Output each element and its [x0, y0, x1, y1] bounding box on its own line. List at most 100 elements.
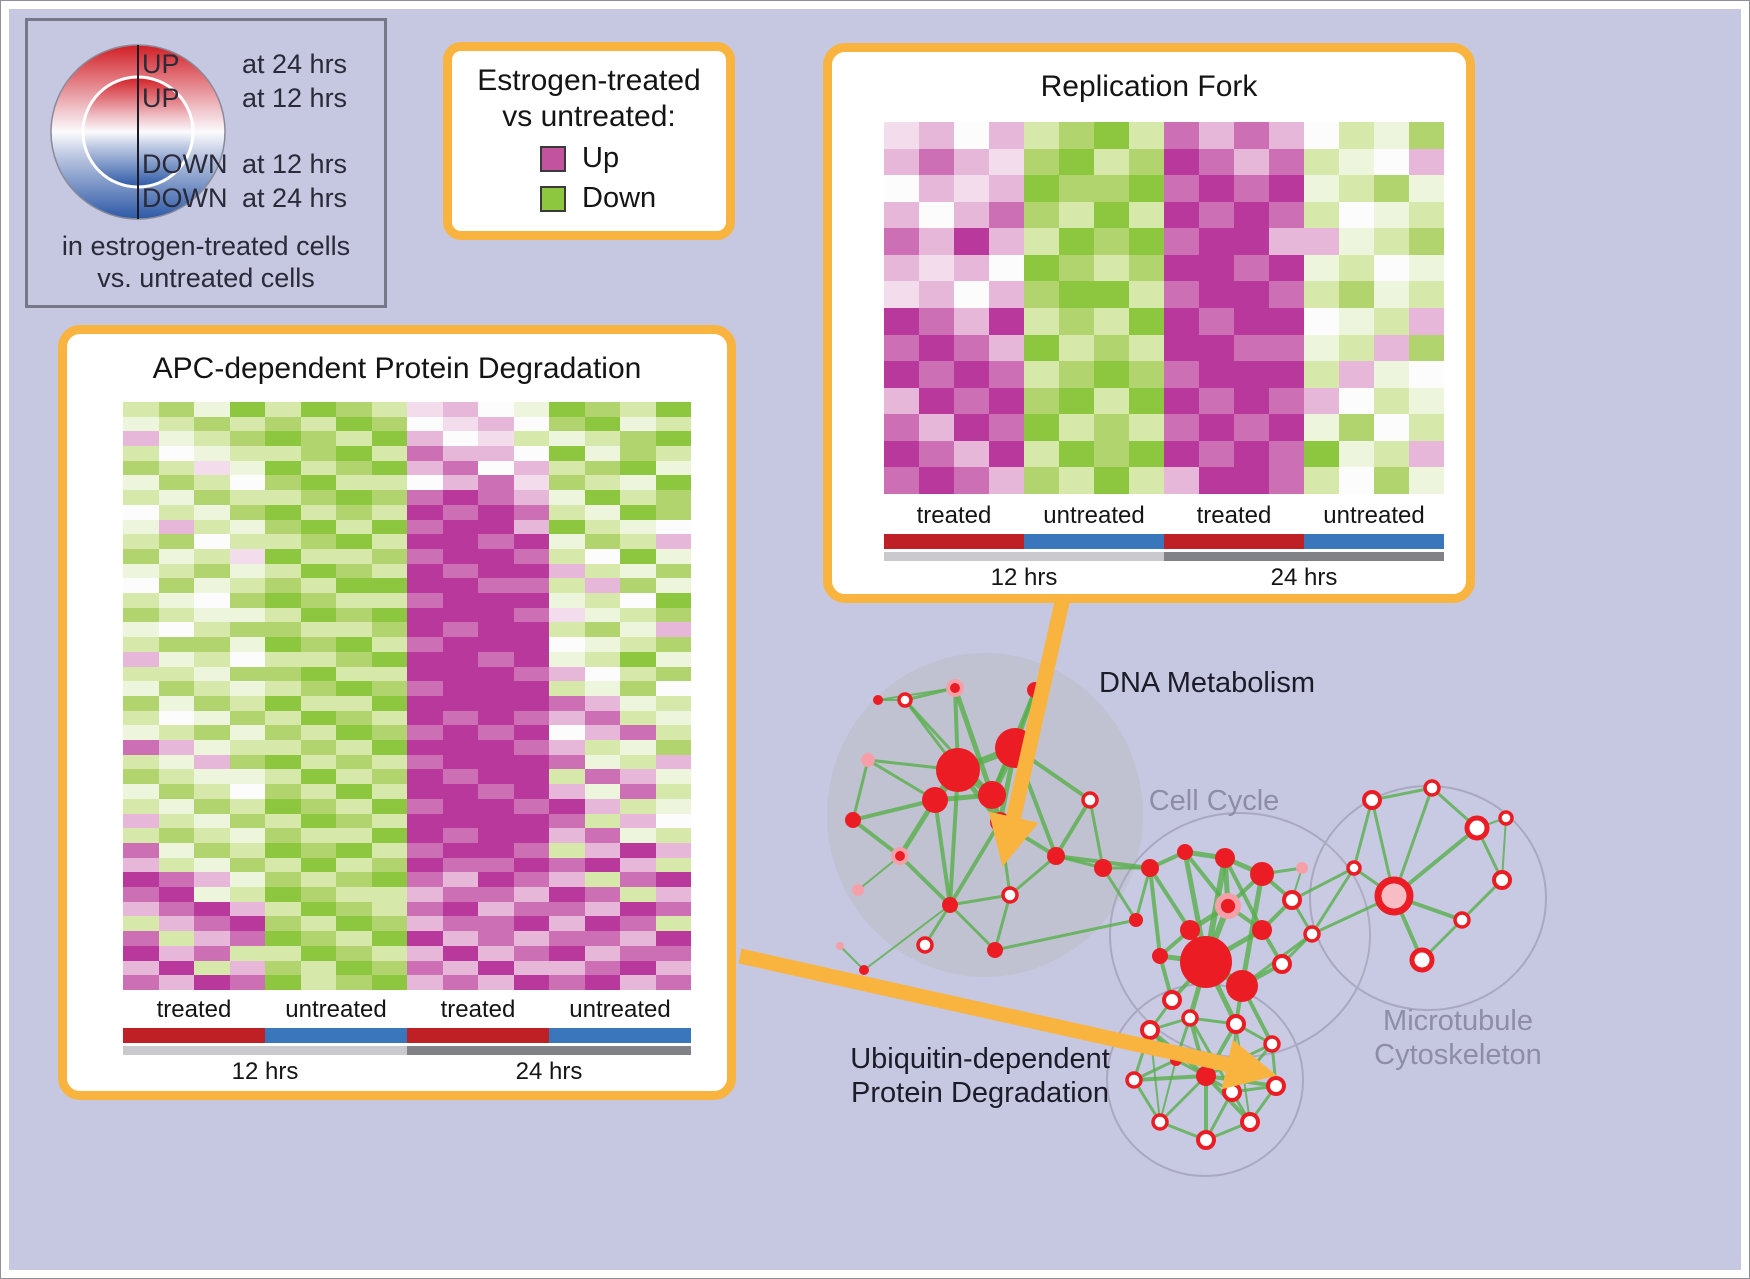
heatmap-cell — [123, 842, 159, 858]
heatmap-cell — [549, 416, 585, 432]
heatmap-cell — [229, 842, 265, 858]
heatmap-cell — [1059, 122, 1094, 149]
heatmap-cell — [229, 578, 265, 594]
heatmap-cell — [655, 975, 691, 990]
heatmap-cell — [655, 887, 691, 902]
heatmap-cell — [407, 622, 443, 638]
heatmap-cell — [954, 440, 989, 468]
heatmap-cell — [1059, 334, 1094, 362]
heatmap-cell — [371, 857, 407, 873]
heatmap-cell — [478, 475, 514, 491]
heatmap-cell — [884, 361, 919, 388]
heatmap-cell — [513, 754, 549, 770]
heatmap-cell — [123, 475, 159, 491]
heatmap-cell — [1024, 440, 1059, 468]
heatmap-cell — [620, 607, 656, 623]
network-edge — [933, 798, 952, 907]
heatmap-cell — [584, 960, 620, 976]
heatmap-cell — [407, 769, 443, 785]
heatmap-cell — [620, 431, 656, 447]
gene-node — [1162, 990, 1182, 1010]
color-key-title-line1: Estrogen-treated — [477, 64, 701, 97]
heatmap-cell — [584, 857, 620, 873]
bar-12hrs — [123, 1046, 407, 1055]
heatmap-cell — [442, 945, 478, 961]
heatmap-cell — [620, 681, 656, 696]
replication-fork-heatmap — [884, 122, 1444, 494]
heatmap-cell — [1164, 148, 1199, 176]
connector-arrow — [988, 596, 1071, 867]
heatmap-cell — [584, 504, 620, 520]
heatmap-cell — [655, 519, 691, 535]
heatmap-cell — [513, 504, 549, 520]
heatmap-cell — [371, 798, 407, 814]
heatmap-cell — [884, 122, 919, 149]
heatmap-cell — [1339, 201, 1374, 229]
heatmap-cell — [336, 769, 372, 785]
heatmap-cell — [442, 431, 478, 447]
heatmap-cell — [584, 710, 620, 726]
gene-node — [1303, 925, 1321, 943]
heatmap-cell — [478, 945, 514, 961]
heatmap-cell — [584, 798, 620, 814]
heatmap-cell — [1024, 307, 1059, 335]
heatmap-cell — [1234, 361, 1269, 388]
heatmap-cell — [265, 901, 301, 917]
heatmap-cell — [442, 416, 478, 432]
heatmap-cell — [655, 593, 691, 608]
heatmap-cell — [123, 666, 159, 682]
heatmap-cell — [584, 607, 620, 623]
heatmap-cell — [336, 798, 372, 814]
gene-node — [1226, 970, 1258, 1002]
heatmap-cell — [123, 402, 159, 417]
heatmap-cell — [478, 563, 514, 579]
heatmap-cell — [442, 975, 478, 990]
heatmap-cell — [1059, 201, 1094, 229]
heatmap-cell — [229, 504, 265, 520]
heatmap-cell — [442, 872, 478, 888]
heatmap-cell — [407, 534, 443, 549]
heatmap-cell — [229, 828, 265, 843]
heatmap-cell — [620, 695, 656, 711]
heatmap-cell — [1199, 228, 1234, 255]
heatmap-cell — [1234, 228, 1269, 255]
heatmap-cell — [300, 402, 336, 417]
heatmap-cell — [919, 281, 954, 308]
heatmap-cell — [620, 578, 656, 594]
heatmap-cell — [884, 467, 919, 494]
heatmap-cell — [1059, 175, 1094, 202]
heatmap-cell — [194, 887, 230, 902]
heatmap-cell — [513, 975, 549, 990]
heatmap-cell — [478, 798, 514, 814]
heatmap-cell — [442, 887, 478, 902]
heatmap-cell — [620, 813, 656, 829]
up-key-row: Up — [540, 142, 726, 175]
heatmap-cell — [407, 578, 443, 594]
heatmap-cell — [1234, 467, 1269, 494]
heatmap-cell — [513, 710, 549, 726]
heatmap-cell — [123, 637, 159, 652]
heatmap-cell — [194, 813, 230, 829]
network-edge — [851, 818, 902, 858]
heatmap-cell — [336, 916, 372, 932]
heatmap-cell — [1164, 414, 1199, 441]
heatmap-cell — [478, 651, 514, 667]
heatmap-cell — [620, 593, 656, 608]
heatmap-cell — [1409, 467, 1444, 494]
heatmap-cell — [194, 695, 230, 711]
heatmap-cell — [229, 622, 265, 638]
gene-node — [936, 748, 980, 792]
heatmap-cell — [1164, 122, 1199, 149]
heatmap-cell — [336, 431, 372, 447]
treated-bar — [1164, 534, 1304, 549]
heatmap-cell — [1164, 334, 1199, 362]
heatmap-cell — [954, 361, 989, 388]
heatmap-cell — [513, 740, 549, 755]
network-edge — [1054, 798, 1092, 858]
heatmap-cell — [371, 681, 407, 696]
heatmap-cell — [513, 798, 549, 814]
heatmap-cell — [478, 857, 514, 873]
heatmap-cell — [229, 460, 265, 476]
heatmap-cell — [265, 490, 301, 505]
heatmap-cell — [229, 931, 265, 946]
